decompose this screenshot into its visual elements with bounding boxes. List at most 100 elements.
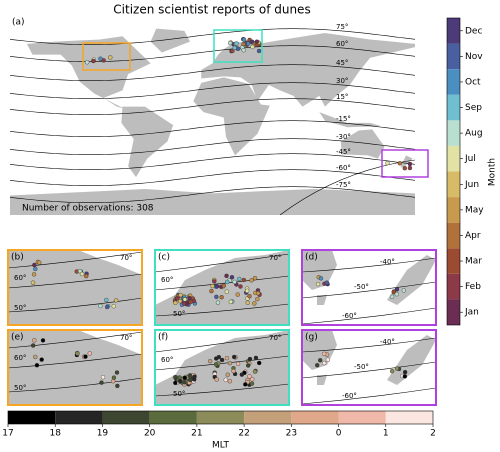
subpanel: 70° 60° 50° (b): [7, 249, 143, 326]
observation-dot: [401, 288, 407, 293]
contour-line: [155, 355, 289, 371]
observation-dot: [207, 358, 213, 364]
observation-dot: [177, 378, 183, 384]
colorbar-bin: [447, 145, 460, 172]
observation-dot: [187, 373, 193, 379]
contour-label: 75°: [336, 23, 348, 31]
panel-label: (a): [12, 18, 25, 28]
land: [317, 375, 327, 385]
observation-dot: [247, 374, 252, 379]
observation-dot: [407, 161, 413, 167]
contour-label: -50°: [354, 363, 369, 371]
contour-line: [302, 257, 436, 273]
colorbar-label: Jul: [464, 154, 476, 164]
observation-dot: [214, 294, 219, 300]
colorbar-bin: [447, 94, 460, 121]
contour-label: 70°: [269, 334, 281, 342]
observation-dot: [223, 377, 228, 383]
main-map: [10, 28, 415, 215]
contour-line: [155, 383, 289, 397]
observation-dot: [394, 366, 400, 371]
observation-dot: [84, 273, 89, 279]
observation-dot: [394, 292, 400, 297]
observation-dot: [229, 275, 235, 280]
contour-label: 60°: [14, 354, 26, 362]
panel-label: (c): [158, 253, 170, 263]
observation-dot: [231, 354, 237, 360]
observation-dot: [182, 297, 188, 302]
subpanel: -40° -50° -60° (d): [301, 249, 437, 326]
observation-dot: [33, 354, 38, 360]
colorbar-label: Aug: [465, 129, 483, 139]
colorbar-title: Month: [488, 158, 498, 186]
colorbar-bin: [244, 411, 292, 424]
colorbar-label: 18: [49, 429, 61, 439]
contour-line: [302, 361, 436, 379]
subpanel: 70° 60° 50° (e): [7, 329, 143, 406]
contour-line: [10, 186, 415, 203]
observation-dot: [238, 284, 243, 289]
subpanel-map: [155, 330, 289, 405]
observation-dot: [215, 300, 221, 305]
observation-dot: [108, 55, 113, 60]
contour-label: 70°: [269, 254, 281, 262]
contour-line: [155, 275, 289, 291]
observation-dot: [219, 357, 225, 363]
observation-dot: [243, 382, 248, 387]
contour-line: [8, 297, 142, 313]
contour-line: [10, 153, 415, 170]
observation-dot: [252, 369, 258, 374]
contour-label: -50°: [354, 283, 369, 291]
observation-count: Number of observations: 308: [22, 204, 154, 214]
colorbar-label: 2: [430, 429, 436, 439]
contour-line: [302, 307, 436, 325]
observation-dot: [30, 280, 36, 285]
contour-line: [155, 303, 289, 317]
observation-dot: [32, 262, 37, 268]
observation-dot: [175, 296, 180, 301]
colorbar-bin: [447, 299, 460, 325]
observation-dot: [79, 271, 85, 277]
colorbar-label: Feb: [465, 282, 481, 292]
contour-label: 50°: [173, 310, 185, 318]
land: [387, 335, 436, 385]
observation-dot: [213, 356, 219, 361]
land: [193, 77, 270, 156]
frame: [154, 249, 290, 326]
observation-dot: [254, 39, 260, 44]
colorbar-label: Jan: [464, 308, 479, 318]
observation-dot: [249, 278, 254, 283]
observation-dot: [324, 280, 330, 285]
colorbar-label: 19: [97, 429, 109, 439]
contour-line: [10, 82, 415, 99]
frame: [7, 329, 143, 406]
contour-line: [10, 28, 415, 45]
colorbar-label: Mar: [465, 257, 482, 267]
contour-label: -40°: [380, 258, 395, 266]
observation-dot: [110, 379, 116, 384]
figure-title: Citizen scientist reports of dunes: [113, 3, 310, 17]
land: [340, 129, 385, 159]
contour-line: [10, 64, 415, 81]
observation-dot: [317, 358, 323, 363]
observation-dot: [115, 383, 120, 389]
colorbar-label: Apr: [465, 231, 481, 241]
contour-label: 60°: [161, 356, 173, 364]
land: [201, 33, 415, 107]
land: [78, 250, 142, 275]
contour-label: -15°: [336, 115, 351, 123]
observation-dot: [227, 360, 233, 366]
observation-dot: [221, 283, 227, 288]
contour-line: [10, 98, 415, 115]
observation-dot: [241, 48, 246, 53]
observation-dot: [235, 292, 240, 297]
colorbar-label: 21: [191, 429, 202, 439]
observation-dot: [224, 289, 229, 294]
observation-dot: [232, 45, 237, 51]
colorbar-label: Sep: [465, 103, 482, 113]
observation-dot: [253, 355, 259, 361]
observation-dot: [212, 279, 217, 284]
colorbar-bin: [447, 273, 460, 300]
land: [78, 330, 142, 355]
observation-dot: [321, 351, 327, 357]
